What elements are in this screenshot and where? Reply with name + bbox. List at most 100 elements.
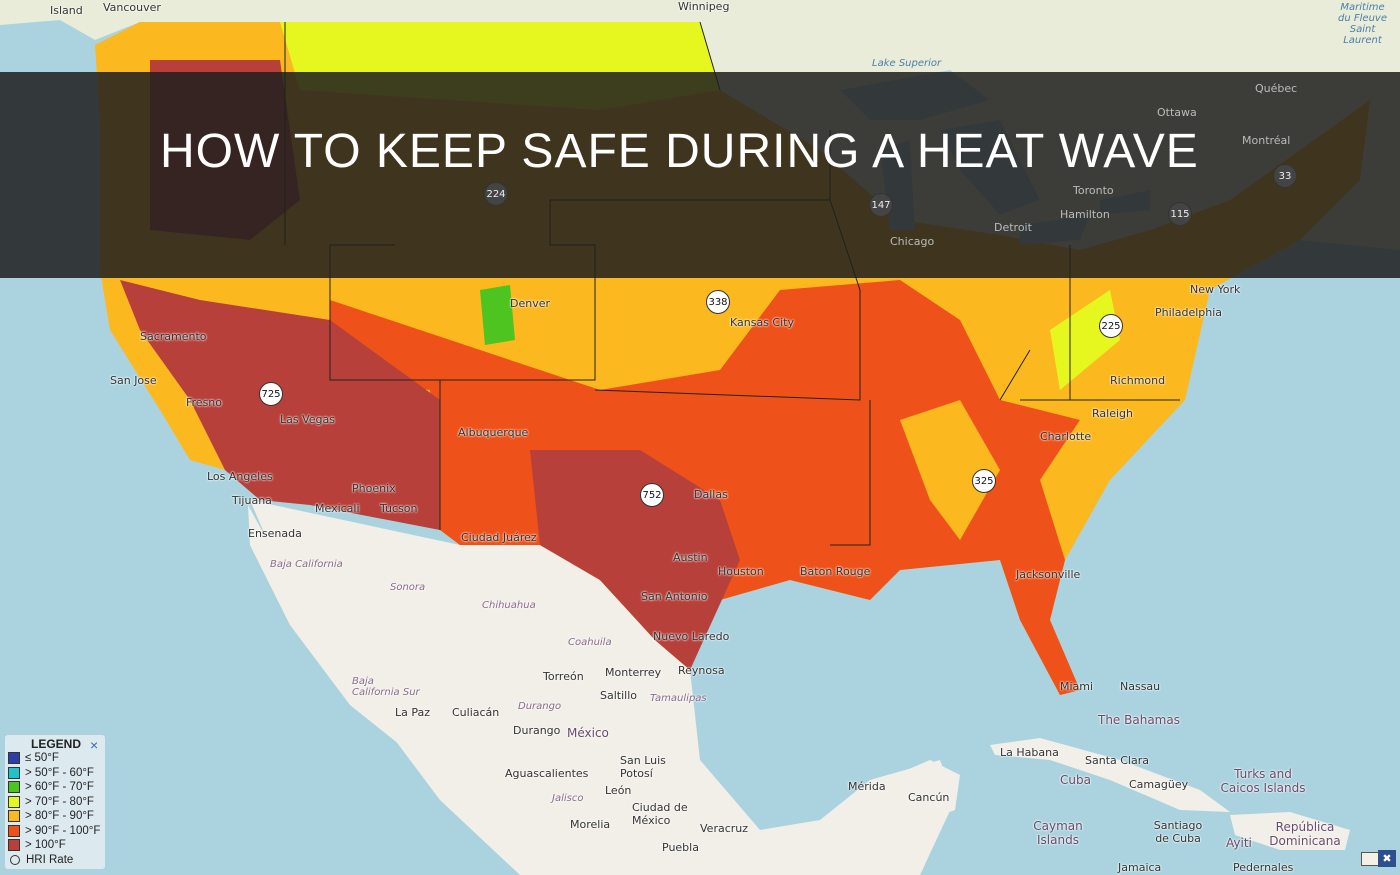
map-thumbnail-icon[interactable] xyxy=(1361,852,1379,866)
legend-item: > 90°F - 100°F xyxy=(8,824,100,838)
legend-label: > 90°F - 100°F xyxy=(25,824,101,837)
legend-swatch xyxy=(8,766,20,779)
place-label: Ciudad Juárez xyxy=(461,531,537,544)
us-heat-dark-red-tx xyxy=(530,450,740,670)
us-heat-orange-inset xyxy=(900,400,1000,540)
close-icon[interactable]: ✖ xyxy=(1378,850,1396,867)
cluster-marker[interactable]: 147 xyxy=(869,193,893,217)
close-icon[interactable]: × xyxy=(90,737,99,753)
cluster-marker[interactable]: 33 xyxy=(1273,164,1297,188)
cluster-marker[interactable]: 725 xyxy=(259,382,283,406)
legend-swatch xyxy=(8,839,20,851)
place-label: Hamilton xyxy=(1060,208,1110,221)
legend-swatch xyxy=(8,752,20,764)
us-heat-green-co xyxy=(480,285,515,345)
place-label: Jalisco xyxy=(552,793,584,804)
place-label: Reynosa xyxy=(678,664,725,677)
place-label: Durango xyxy=(518,701,562,712)
place-label: Detroit xyxy=(994,221,1032,234)
place-label: Saltillo xyxy=(600,689,637,702)
place-label: Fresno xyxy=(186,396,223,409)
mexico-land xyxy=(250,500,955,875)
place-label: Monterrey xyxy=(605,666,662,679)
legend-label: > 80°F - 90°F xyxy=(25,810,94,822)
place-label: Kansas City xyxy=(730,316,794,329)
place-label: México xyxy=(567,726,609,740)
us-heat-red xyxy=(330,280,1080,695)
us-heat-dark-red-sw xyxy=(120,280,440,530)
place-label: República Dominicana xyxy=(1269,820,1341,848)
legend-swatch xyxy=(8,781,20,793)
place-label: Jamaica xyxy=(1118,861,1162,874)
place-label: New York xyxy=(1190,283,1241,296)
place-label: Tijuana xyxy=(232,494,272,507)
place-label: Island xyxy=(50,4,83,17)
place-label: Chicago xyxy=(890,235,935,248)
place-label: Ciudad de México xyxy=(632,801,688,827)
place-label: Vancouver xyxy=(103,1,161,14)
hispaniola xyxy=(1230,812,1350,850)
cluster-marker[interactable]: 225 xyxy=(1099,314,1123,338)
place-label: Mérida xyxy=(848,780,886,793)
legend-item: ≤ 50°F xyxy=(8,751,59,765)
place-label: Houston xyxy=(718,565,764,578)
place-label: Durango xyxy=(513,724,561,737)
page-title: HOW TO KEEP SAFE DURING A HEAT WAVE xyxy=(160,125,1199,178)
place-label: León xyxy=(605,784,632,797)
cluster-marker[interactable]: 115 xyxy=(1168,202,1192,226)
place-label: Jacksonville xyxy=(1016,568,1081,581)
place-label: Richmond xyxy=(1110,374,1166,387)
place-label: Denver xyxy=(510,297,551,310)
cluster-marker[interactable]: 224 xyxy=(484,182,508,206)
place-label: Raleigh xyxy=(1092,407,1133,420)
cluster-marker[interactable]: 325 xyxy=(972,469,996,493)
place-label: Tamaulipas xyxy=(650,693,707,704)
place-label: Aguascalientes xyxy=(505,767,589,780)
place-label: Nassau xyxy=(1120,680,1161,693)
cluster-marker[interactable]: 752 xyxy=(640,483,664,507)
title-banner xyxy=(0,72,1400,278)
cluster-marker[interactable]: 338 xyxy=(706,290,730,314)
place-label: Coahuila xyxy=(568,637,612,648)
place-label: Las Vegas xyxy=(280,413,335,426)
place-label: Baja California Sur xyxy=(352,676,420,698)
place-label: Camagüey xyxy=(1129,778,1189,791)
place-label: Maritime du Fleuve Saint Laurent xyxy=(1338,2,1387,46)
place-label: Veracruz xyxy=(700,822,749,835)
place-label: Pedernales xyxy=(1233,861,1294,874)
place-label: Baja California xyxy=(270,559,343,570)
hri-circle-icon xyxy=(10,854,20,865)
place-label: La Paz xyxy=(395,706,431,719)
place-label: Philadelphia xyxy=(1155,306,1223,319)
baja-peninsula xyxy=(248,505,430,765)
place-label: Sacramento xyxy=(140,330,207,343)
map-controls: ✖ xyxy=(1361,850,1397,868)
place-label: San Antonio xyxy=(641,590,708,603)
legend-label: HRI Rate xyxy=(26,853,74,866)
legend-swatch xyxy=(8,810,20,822)
legend-label: > 100°F xyxy=(25,839,66,851)
legend-item: > 80°F - 90°F xyxy=(8,809,94,823)
place-label: Austin xyxy=(673,551,708,564)
place-label: Lake Superior xyxy=(872,58,942,69)
place-label: Turks and Caicos Islands xyxy=(1220,767,1306,795)
legend: LEGEND × ≤ 50°F > 50°F - 60°F > 60°F - 7… xyxy=(5,735,105,869)
legend-item: > 70°F - 80°F xyxy=(8,795,94,809)
legend-title: LEGEND xyxy=(31,737,82,751)
place-label: Santiago de Cuba xyxy=(1153,819,1203,845)
place-label: Los Angeles xyxy=(207,470,273,483)
place-label: Mexicali xyxy=(315,502,360,515)
place-label: Sonora xyxy=(390,582,426,593)
place-label: Ayiti xyxy=(1226,836,1252,850)
legend-item: HRI Rate xyxy=(8,853,73,867)
place-label: Culiacán xyxy=(452,706,500,719)
place-label: San Luis Potosí xyxy=(620,754,666,780)
legend-label: > 70°F - 80°F xyxy=(25,795,94,808)
place-label: Charlotte xyxy=(1040,430,1092,443)
place-label: Torreón xyxy=(543,670,584,683)
place-label: Phoenix xyxy=(352,482,396,495)
yucatan xyxy=(860,760,960,830)
place-label: Albuquerque xyxy=(458,426,529,439)
legend-item: > 50°F - 60°F xyxy=(8,766,94,780)
place-label: Dallas xyxy=(694,488,728,501)
